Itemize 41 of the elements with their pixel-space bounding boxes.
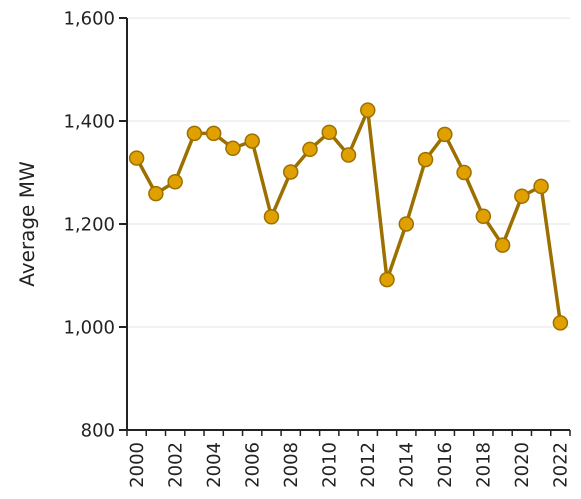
x-tick-label: 2004 <box>204 442 225 488</box>
x-tick-label: 2020 <box>512 442 534 488</box>
point <box>494 237 510 253</box>
point <box>148 186 164 202</box>
point <box>398 216 414 232</box>
point <box>552 315 568 331</box>
point <box>437 126 453 142</box>
point <box>379 272 395 288</box>
point <box>244 133 260 149</box>
point <box>225 140 241 156</box>
point <box>360 102 376 118</box>
point <box>533 178 549 194</box>
x-tick-label: 2000 <box>126 442 148 488</box>
x-tick-label: 2010 <box>320 442 341 488</box>
point <box>128 150 144 166</box>
point <box>282 164 298 180</box>
y-axis-title: Average MW <box>15 161 39 287</box>
x-tick-label: 2008 <box>281 442 302 488</box>
x-tick-label: 2018 <box>474 442 495 488</box>
x-tick-label: 2012 <box>358 442 380 488</box>
x-tick-label: 2016 <box>435 442 456 488</box>
y-tick-label: 1,400 <box>63 111 115 132</box>
point <box>514 188 530 204</box>
x-tick-label: 2002 <box>165 442 186 488</box>
x-tick-label: 2014 <box>396 442 418 488</box>
point <box>321 124 337 140</box>
point <box>476 208 492 224</box>
y-tick-label: 1,200 <box>63 214 115 236</box>
point <box>302 142 318 158</box>
x-tick-label: 2006 <box>242 442 264 488</box>
point <box>456 164 472 180</box>
point <box>340 147 356 163</box>
y-tick-label: 1,600 <box>63 8 115 30</box>
x-tick-label: 2022 <box>550 442 572 488</box>
point <box>264 209 280 225</box>
point <box>186 126 202 142</box>
y-tick-label: 800 <box>80 420 115 442</box>
point <box>418 152 434 168</box>
point <box>167 174 183 190</box>
point <box>206 126 222 142</box>
y-tick-label: 1,000 <box>63 317 115 338</box>
